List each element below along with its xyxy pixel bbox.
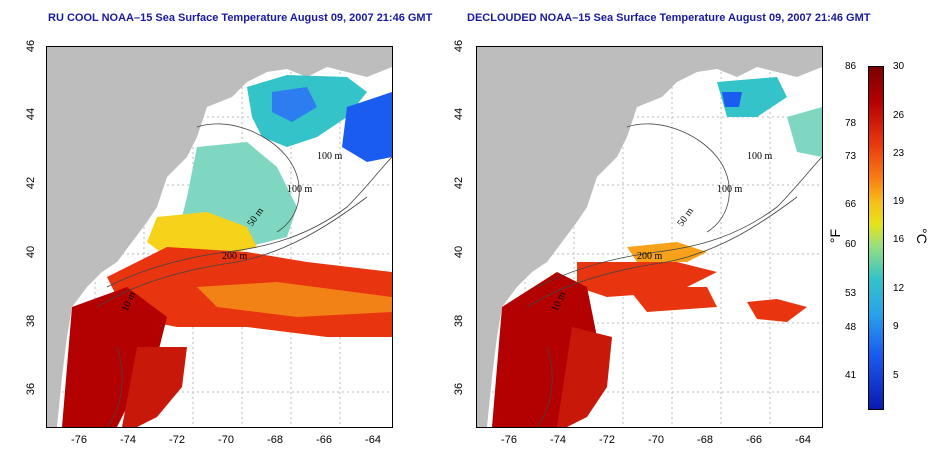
lon-tick: -66: [316, 434, 332, 446]
cold-region: [342, 92, 392, 162]
land-mass: [477, 47, 822, 427]
colorbar-f-tick: 41: [845, 370, 857, 381]
warm-patch: [747, 299, 807, 322]
lon-tick: -72: [599, 434, 615, 446]
colorbar-f-tick: 60: [845, 239, 857, 250]
lon-tick: -76: [501, 434, 517, 446]
lat-tick: 46: [453, 39, 465, 53]
colorbar-c-tick: 26: [893, 110, 905, 121]
contour-label-200m: 200 m: [222, 251, 248, 262]
land-mass: [47, 47, 392, 427]
mild-band: [197, 282, 392, 317]
lat-tick: 42: [25, 176, 37, 190]
shelf-mild: [147, 212, 257, 257]
lon-tick: -76: [71, 434, 87, 446]
colorbar-f-tick: 78: [845, 118, 857, 129]
lon-tick: -72: [169, 434, 185, 446]
lat-tick: 40: [453, 245, 465, 259]
left-map-svg: 100 m 100 m 50 m 200 m 10 m: [47, 47, 392, 427]
colorbar-c-tick: 12: [893, 283, 905, 294]
contour-label-100m-a: 100 m: [317, 151, 343, 162]
colorbar-f-tick: 48: [845, 322, 857, 333]
lat-tick: 38: [25, 314, 37, 328]
hot-coastal-2: [557, 327, 612, 427]
lat-tick: 36: [25, 382, 37, 396]
contour-label-100m-b: 100 m: [287, 184, 313, 195]
contour-label-100m-a: 100 m: [747, 151, 773, 162]
lat-tick: 42: [453, 176, 465, 190]
lon-tick: -64: [365, 434, 381, 446]
contour-label-50m: 50 m: [675, 206, 696, 229]
colorbar-c-tick: 5: [893, 370, 899, 381]
colorbar-f-tick: 53: [845, 288, 857, 299]
depth-contours: [526, 123, 822, 427]
colorbar-c-tick: 16: [893, 234, 905, 245]
lat-tick: 38: [453, 314, 465, 328]
lon-tick: -70: [218, 434, 234, 446]
contour-label-100m-b: 100 m: [717, 184, 743, 195]
contour-label-200m: 200 m: [637, 251, 663, 262]
colorbar-f-tick: 86: [845, 61, 857, 72]
colorbar: [868, 66, 884, 410]
lon-tick: -74: [120, 434, 136, 446]
right-map-svg: 100 m 100 m 50 m 200 m 10 m: [477, 47, 822, 427]
right-title: DECLOUDED NOAA–15 Sea Surface Temperatur…: [467, 12, 871, 24]
cold-region-2: [272, 87, 317, 122]
lat-tick: 44: [25, 107, 37, 121]
lon-tick: -64: [795, 434, 811, 446]
left-title: RU COOL NOAA–15 Sea Surface Temperature …: [48, 12, 433, 24]
warm-band-2: [627, 287, 717, 312]
hot-coastal: [62, 287, 167, 427]
hot-coastal-2: [122, 347, 187, 427]
colorbar-c-tick: 23: [893, 148, 905, 159]
colorbar-c-tick: 30: [893, 61, 905, 72]
cold-region: [722, 92, 742, 107]
lon-tick: -66: [746, 434, 762, 446]
lat-tick: 36: [453, 382, 465, 396]
left-map: 100 m 100 m 50 m 200 m 10 m: [46, 46, 393, 428]
lon-tick: -74: [550, 434, 566, 446]
lat-tick: 44: [453, 107, 465, 121]
lat-tick: 40: [25, 245, 37, 259]
colorbar-c-tick: 9: [893, 321, 899, 332]
unit-fahrenheit: °F: [827, 228, 844, 244]
colorbar-f-tick: 73: [845, 151, 857, 162]
depth-contours: [96, 123, 392, 427]
colorbar-c-tick: 19: [893, 196, 905, 207]
unit-celsius: °C: [913, 228, 930, 244]
right-map: 100 m 100 m 50 m 200 m 10 m: [476, 46, 823, 428]
lat-tick: 46: [25, 39, 37, 53]
lon-tick: -70: [648, 434, 664, 446]
lon-tick: -68: [697, 434, 713, 446]
lon-tick: -68: [267, 434, 283, 446]
shelf-cool: [787, 107, 822, 157]
colorbar-f-tick: 66: [845, 199, 857, 210]
